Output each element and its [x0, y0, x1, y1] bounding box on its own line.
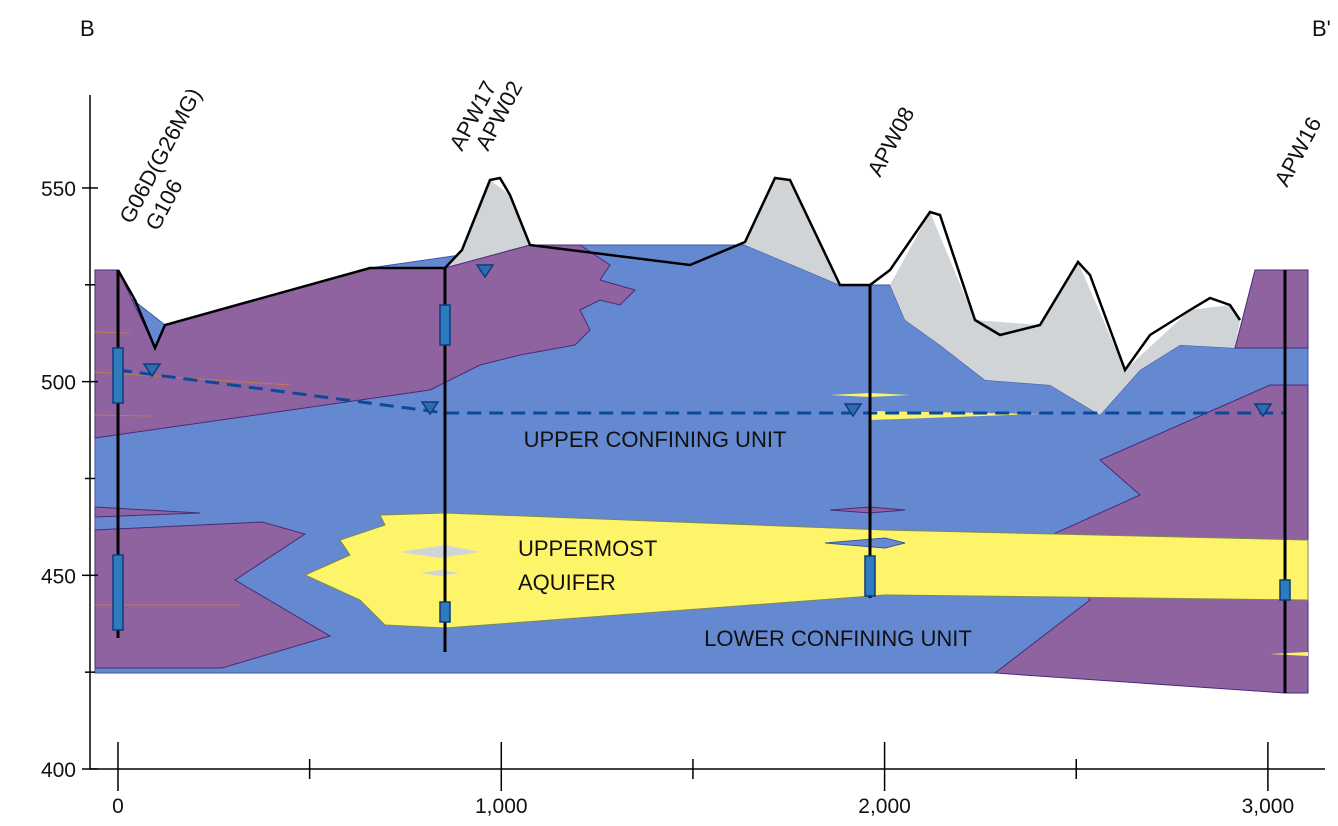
unit-label: AQUIFER	[518, 570, 616, 595]
x-tick-label: 0	[112, 795, 124, 818]
well-label: APW08	[862, 103, 919, 181]
well-label: APW16	[1269, 113, 1326, 191]
y-tick-label: 550	[41, 178, 76, 201]
unit-label: LOWER CONFINING UNIT	[704, 626, 972, 651]
clay-unit	[1235, 270, 1308, 348]
well-screen	[865, 556, 875, 596]
well-screen	[440, 305, 450, 345]
well-screen	[1280, 580, 1290, 600]
unit-label: UPPER CONFINING UNIT	[524, 427, 787, 452]
y-tick-label: 500	[41, 372, 76, 395]
unit-label: UPPERMOST	[518, 536, 657, 561]
cross-section: B B' G06D(G26MG) G106 APW17 APW02 APW08 …	[0, 0, 1338, 826]
x-tick-label: 3,000	[1242, 795, 1295, 818]
well-screen	[440, 602, 450, 622]
well-screen	[113, 555, 123, 630]
well-screen	[113, 348, 123, 403]
section-label: B	[80, 16, 95, 41]
y-tick-label: 450	[41, 565, 76, 588]
x-tick-label: 1,000	[475, 795, 528, 818]
section-label: B'	[1312, 16, 1331, 41]
x-tick-label: 2,000	[858, 795, 911, 818]
y-tick-label: 400	[41, 759, 76, 782]
